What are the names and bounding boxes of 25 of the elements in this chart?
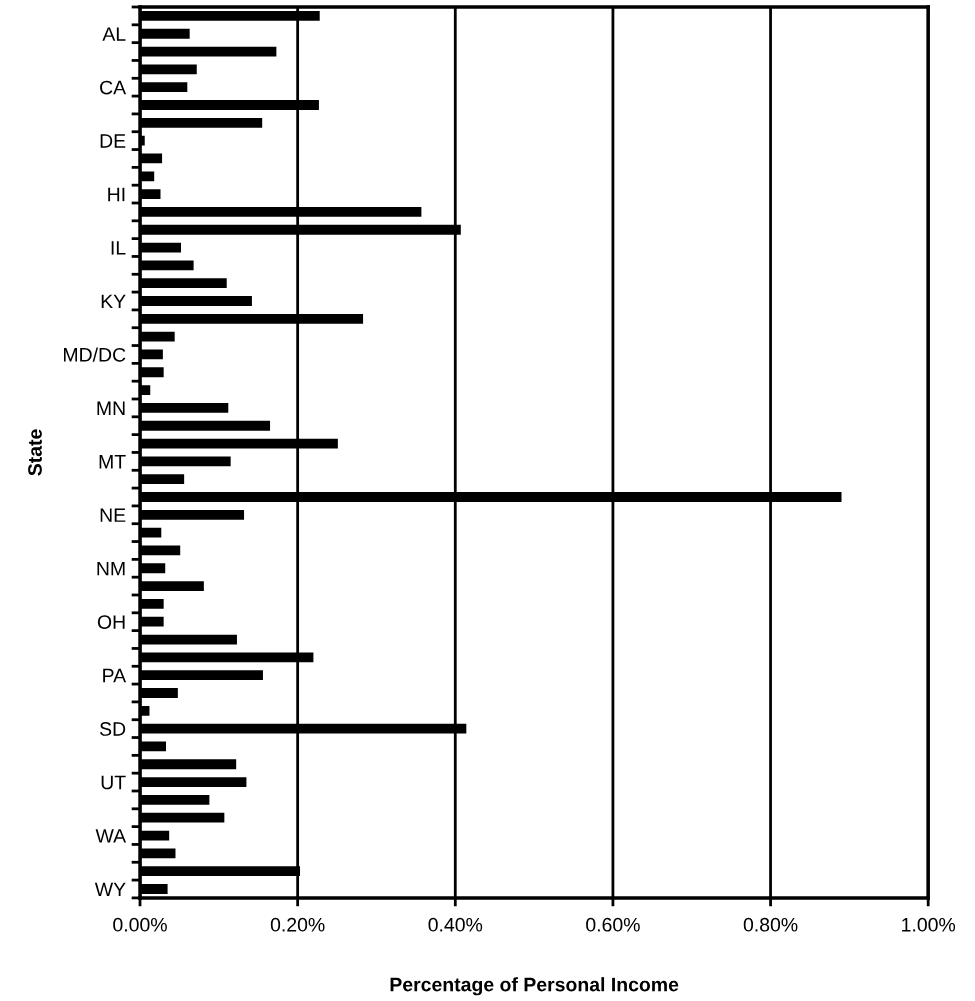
x-tick-label: 0.80% bbox=[743, 917, 798, 932]
x-tick-label: 0.00% bbox=[113, 917, 167, 932]
x-tick-label: 0.20% bbox=[270, 917, 325, 932]
y-tick-label: DE bbox=[100, 134, 126, 148]
x-tick-label: 1.00% bbox=[902, 917, 956, 932]
y-tick-label: CA bbox=[100, 80, 127, 95]
y-tick-label: MN bbox=[97, 401, 125, 415]
x-tick-label: 0.40% bbox=[428, 917, 483, 932]
y-tick-label: MT bbox=[99, 455, 126, 469]
y-tick-label: SD bbox=[99, 722, 126, 736]
y-tick-label: PA bbox=[103, 668, 127, 683]
y-tick-label: NM bbox=[97, 561, 125, 576]
y-tick-label: WY bbox=[94, 882, 126, 897]
y-tick-label: AL bbox=[102, 27, 126, 41]
y-tick-label: KY bbox=[101, 294, 126, 309]
y-axis-title: State bbox=[28, 429, 42, 476]
y-tick-label: IL bbox=[111, 241, 126, 255]
y-tick-label: HI bbox=[108, 187, 125, 202]
y-tick-label: UT bbox=[101, 775, 126, 790]
y-tick-label: NE bbox=[100, 508, 126, 522]
y-tick-label: OH bbox=[97, 615, 125, 629]
y-tick-label: MD/DC bbox=[63, 347, 126, 362]
y-tick-label: WA bbox=[95, 829, 127, 843]
x-axis-title: Percentage of Personal Income bbox=[390, 977, 679, 996]
x-tick-label: 0.60% bbox=[586, 917, 640, 932]
